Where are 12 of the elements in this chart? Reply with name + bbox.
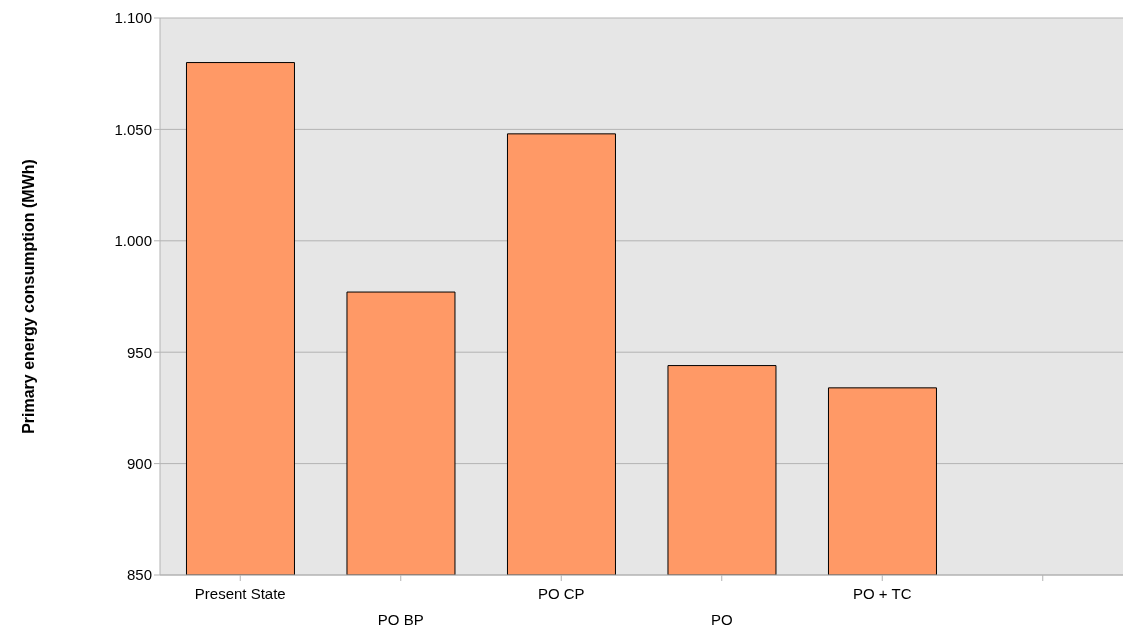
x-tick-label: PO — [710, 611, 733, 628]
y-tick-label: 850 — [126, 566, 152, 584]
y-tick-label: 900 — [126, 454, 152, 472]
y-tick-label: 1.000 — [114, 232, 152, 250]
y-tick-label: 950 — [126, 343, 152, 361]
x-tick-label: Present State — [194, 585, 286, 602]
y-tick-label: 1.050 — [114, 120, 152, 138]
x-tick-label: PO BP — [377, 611, 424, 628]
x-tick-label: PO + TC — [853, 585, 912, 602]
y-tick-label: 1.100 — [114, 9, 152, 27]
y-axis-title: Primary energy consumption (MWh) — [19, 159, 37, 434]
x-tick-label: PO CP — [537, 585, 585, 602]
